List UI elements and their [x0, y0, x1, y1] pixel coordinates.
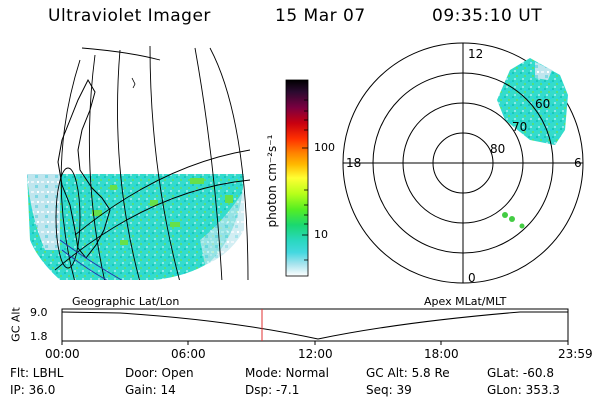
altitude-xtick-0: 00:00	[45, 347, 80, 361]
status-gc-alt: GC Alt: 5.8 Re	[366, 366, 450, 380]
colorbar-unit-label: photon cm⁻²s⁻¹	[265, 134, 279, 228]
status-mode: Mode: Normal	[245, 366, 329, 380]
altitude-ylabel: GC Alt	[9, 307, 23, 342]
altitude-plot	[61, 308, 569, 345]
altitude-xtick-4: 23:59	[558, 347, 593, 361]
coastline	[57, 78, 111, 259]
mlat-label-70: 70	[512, 120, 528, 134]
colorbar-tick-100: 100	[314, 141, 335, 154]
mlt-label-18: 18	[346, 156, 362, 170]
instrument-title: Ultraviolet Imager	[48, 6, 211, 26]
colorbar	[285, 79, 309, 277]
altitude-curve	[61, 311, 568, 340]
status-glon: GLon: 353.3	[487, 383, 560, 397]
status-ip: IP: 36.0	[10, 383, 56, 397]
polar-plot	[342, 42, 584, 284]
blue-track	[59, 239, 123, 280]
terminator-ellipse	[55, 167, 81, 269]
status-dsp: Dsp: -7.1	[245, 383, 300, 397]
altitude-xtick-2: 12:00	[298, 347, 333, 361]
altitude-xtick-3: 18:00	[424, 347, 459, 361]
altitude-xticks	[61, 341, 569, 345]
mlt-label-0: 0	[468, 271, 476, 285]
time-label: 09:35:10 UT	[432, 6, 543, 26]
coastline-island	[131, 77, 136, 89]
colorbar-ticks	[302, 99, 308, 261]
mlat-label-60: 60	[535, 97, 551, 111]
status-seq: Seq: 39	[366, 383, 412, 397]
date-label: 15 Mar 07	[275, 6, 366, 26]
geographic-map	[27, 45, 250, 280]
mlt-label-6: 6	[574, 156, 582, 170]
colorbar-tick-10: 10	[314, 228, 328, 241]
altitude-ytick-min: 1.8	[30, 330, 48, 343]
status-filter: Flt: LBHL	[10, 366, 64, 380]
mlt-label-12: 12	[468, 47, 484, 61]
mlat-label-80: 80	[490, 142, 506, 156]
altitude-xtick-1: 06:00	[171, 347, 206, 361]
aurora-pale-region-right	[200, 190, 244, 265]
geographic-panel-label: Geographic Lat/Lon	[72, 295, 180, 308]
apex-panel-label: Apex MLat/MLT	[424, 295, 507, 308]
aurora-green-patches	[92, 178, 233, 245]
status-door: Door: Open	[125, 366, 194, 380]
aurora-image-region	[27, 174, 244, 280]
altitude-ytick-max: 9.0	[30, 306, 48, 319]
aurora-pale-region-left	[27, 174, 60, 250]
status-glat: GLat: -60.8	[487, 366, 554, 380]
polar-aurora-region	[497, 58, 568, 145]
map-grid	[54, 45, 250, 280]
polar-green-dots	[502, 212, 525, 229]
status-gain: Gain: 14	[125, 383, 176, 397]
